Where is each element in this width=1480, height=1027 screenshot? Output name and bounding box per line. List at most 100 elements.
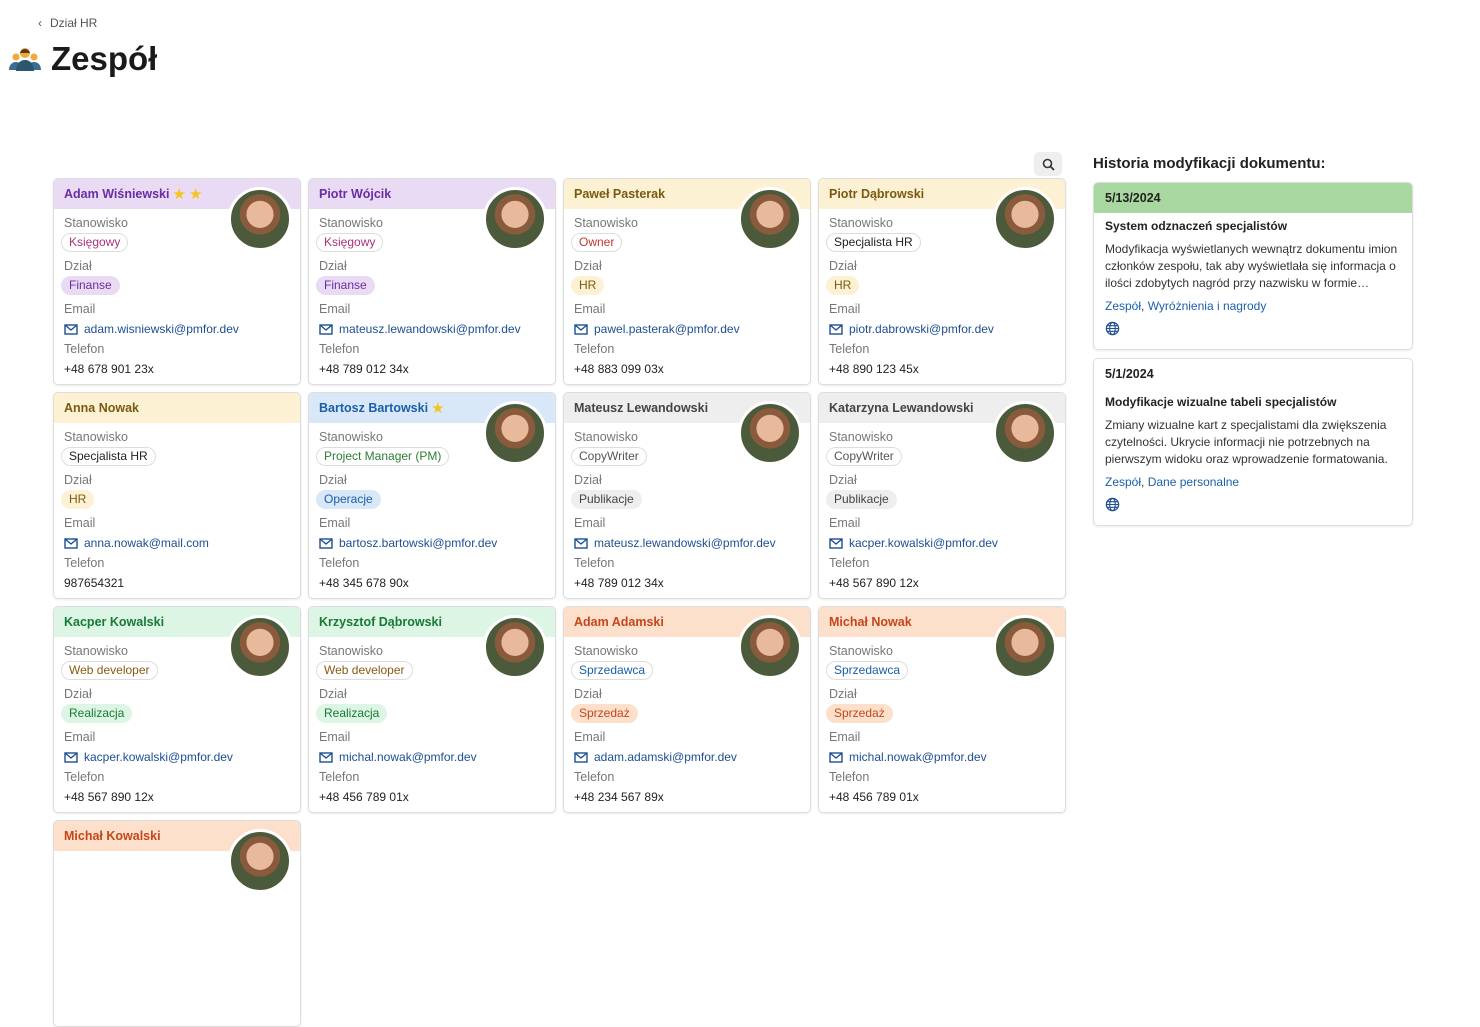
phone-value: +48 456 789 01x xyxy=(829,790,919,804)
position-label: Stanowisko xyxy=(64,430,128,444)
breadcrumb-label: Dział HR xyxy=(50,16,98,30)
email-label: Email xyxy=(829,730,861,744)
avatar xyxy=(738,187,802,251)
mail-icon xyxy=(319,323,333,335)
mail-icon xyxy=(829,751,843,763)
email-value: michal.nowak@pmfor.dev xyxy=(339,750,477,764)
position-tag: Project Manager (PM) xyxy=(316,447,450,466)
member-card[interactable]: Adam Wiśniewski ★ ★ Stanowisko Księgowy Dz… xyxy=(53,178,301,385)
member-name: Michał Nowak xyxy=(829,615,912,629)
member-card[interactable]: Mateusz Lewandowski Stanowisko CopyWrite… xyxy=(563,392,811,599)
history-link[interactable]: Wyróżnienia i nagrody xyxy=(1147,299,1267,313)
avatar xyxy=(993,401,1057,465)
email-value: anna.nowak@mail.com xyxy=(84,536,209,550)
member-card[interactable]: Piotr Dąbrowski Stanowisko Specjalista H… xyxy=(818,178,1066,385)
position-tag: Specjalista HR xyxy=(61,447,156,466)
phone-value: +48 234 567 89x xyxy=(574,790,664,804)
email-link[interactable]: mateusz.lewandowski@pmfor.dev xyxy=(574,533,800,553)
member-name: Krzysztof Dąbrowski xyxy=(319,615,442,629)
email-link[interactable]: piotr.dabrowski@pmfor.dev xyxy=(829,319,1055,339)
member-card[interactable]: Anna Nowak Stanowisko Specjalista HR Dzi… xyxy=(53,392,301,599)
mail-icon xyxy=(829,323,843,335)
email-value: piotr.dabrowski@pmfor.dev xyxy=(849,322,994,336)
department-label: Dział xyxy=(64,473,92,487)
history-panel: Historia modyfikacji dokumentu: 5/13/202… xyxy=(1093,155,1413,534)
email-label: Email xyxy=(319,516,351,530)
department-tag: Sprzedaż xyxy=(826,704,893,723)
email-link[interactable]: kacper.kowalski@pmfor.dev xyxy=(64,747,290,767)
history-item-title: Modyfikacje wizualne tabeli specjalistów xyxy=(1105,395,1337,409)
position-tag: Księgowy xyxy=(61,233,129,252)
email-label: Email xyxy=(574,730,606,744)
history-links: Zespół, Dane personalne xyxy=(1105,475,1240,489)
history-title: Historia modyfikacji dokumentu: xyxy=(1093,155,1326,172)
breadcrumb-back[interactable]: ‹ Dział HR xyxy=(38,16,97,30)
department-tag: Realizacja xyxy=(316,704,388,723)
history-item-title: System odznaczeń specjalistów xyxy=(1105,219,1288,233)
email-link[interactable]: michal.nowak@pmfor.dev xyxy=(829,747,1055,767)
member-card[interactable]: Katarzyna Lewandowski Stanowisko CopyWri… xyxy=(818,392,1066,599)
email-link[interactable]: pawel.pasterak@pmfor.dev xyxy=(574,319,800,339)
phone-label: Telefon xyxy=(574,770,615,784)
member-card[interactable]: Michał Nowak Stanowisko Sprzedawca Dział… xyxy=(818,606,1066,813)
phone-value: +48 890 123 45x xyxy=(829,362,919,376)
avatar xyxy=(738,615,802,679)
phone-label: Telefon xyxy=(829,342,870,356)
member-card[interactable]: Kacper Kowalski Stanowisko Web developer… xyxy=(53,606,301,813)
email-label: Email xyxy=(574,302,606,316)
position-label: Stanowisko xyxy=(574,216,638,230)
department-label: Dział xyxy=(319,259,347,273)
member-card[interactable]: Adam Adamski Stanowisko Sprzedawca Dział… xyxy=(563,606,811,813)
member-card[interactable]: Piotr Wójcik Stanowisko Księgowy Dział F… xyxy=(308,178,556,385)
member-card[interactable]: Paweł Pasterak Stanowisko Owner Dział HR… xyxy=(563,178,811,385)
avatar xyxy=(228,829,292,893)
search-button[interactable] xyxy=(1034,152,1062,176)
star-icon: ★ xyxy=(431,400,445,417)
position-tag: Sprzedawca xyxy=(826,661,909,680)
department-label: Dział xyxy=(574,687,602,701)
history-date: 5/1/2024 xyxy=(1094,359,1412,389)
member-card[interactable]: Bartosz Bartowski ★ Stanowisko Project Ma… xyxy=(308,392,556,599)
department-label: Dział xyxy=(64,687,92,701)
mail-icon xyxy=(319,537,333,549)
email-link[interactable]: bartosz.bartowski@pmfor.dev xyxy=(319,533,545,553)
avatar xyxy=(483,401,547,465)
position-label: Stanowisko xyxy=(319,644,383,658)
history-item: 5/13/2024 System odznaczeń specjalistów … xyxy=(1093,182,1413,350)
department-label: Dział xyxy=(829,687,857,701)
globe-icon[interactable] xyxy=(1105,497,1120,512)
department-tag: Sprzedaż xyxy=(571,704,638,723)
position-tag: CopyWriter xyxy=(571,447,647,466)
mail-icon xyxy=(574,537,588,549)
email-link[interactable]: adam.wisniewski@pmfor.dev xyxy=(64,319,290,339)
position-label: Stanowisko xyxy=(829,216,893,230)
department-label: Dział xyxy=(574,473,602,487)
member-name: Katarzyna Lewandowski xyxy=(829,401,974,415)
phone-value: +48 678 901 23x xyxy=(64,362,154,376)
member-card[interactable]: Michał Kowalski xyxy=(53,820,301,1027)
email-label: Email xyxy=(64,516,96,530)
member-name: Piotr Dąbrowski xyxy=(829,187,925,201)
history-link[interactable]: Dane personalne xyxy=(1147,475,1240,489)
avatar xyxy=(993,615,1057,679)
email-link[interactable]: adam.adamski@pmfor.dev xyxy=(574,747,800,767)
phone-label: Telefon xyxy=(574,342,615,356)
team-cards-grid: Adam Wiśniewski ★ ★ Stanowisko Księgowy Dz… xyxy=(53,178,1066,1027)
email-link[interactable]: michal.nowak@pmfor.dev xyxy=(319,747,545,767)
position-tag: Sprzedawca xyxy=(571,661,654,680)
department-tag: Publikacje xyxy=(571,490,642,509)
email-link[interactable]: kacper.kowalski@pmfor.dev xyxy=(829,533,1055,553)
globe-icon[interactable] xyxy=(1105,321,1120,336)
email-label: Email xyxy=(64,302,96,316)
email-link[interactable]: anna.nowak@mail.com xyxy=(64,533,290,553)
history-link[interactable]: Zespół xyxy=(1105,299,1142,313)
member-card[interactable]: Krzysztof Dąbrowski Stanowisko Web devel… xyxy=(308,606,556,813)
email-value: pawel.pasterak@pmfor.dev xyxy=(594,322,740,336)
email-value: adam.wisniewski@pmfor.dev xyxy=(84,322,239,336)
star-icon: ★ xyxy=(188,186,203,203)
history-link[interactable]: Zespół xyxy=(1105,475,1142,489)
phone-value: 987654321 xyxy=(64,576,125,590)
email-link[interactable]: mateusz.lewandowski@pmfor.dev xyxy=(319,319,545,339)
department-label: Dział xyxy=(829,473,857,487)
avatar xyxy=(993,187,1057,251)
